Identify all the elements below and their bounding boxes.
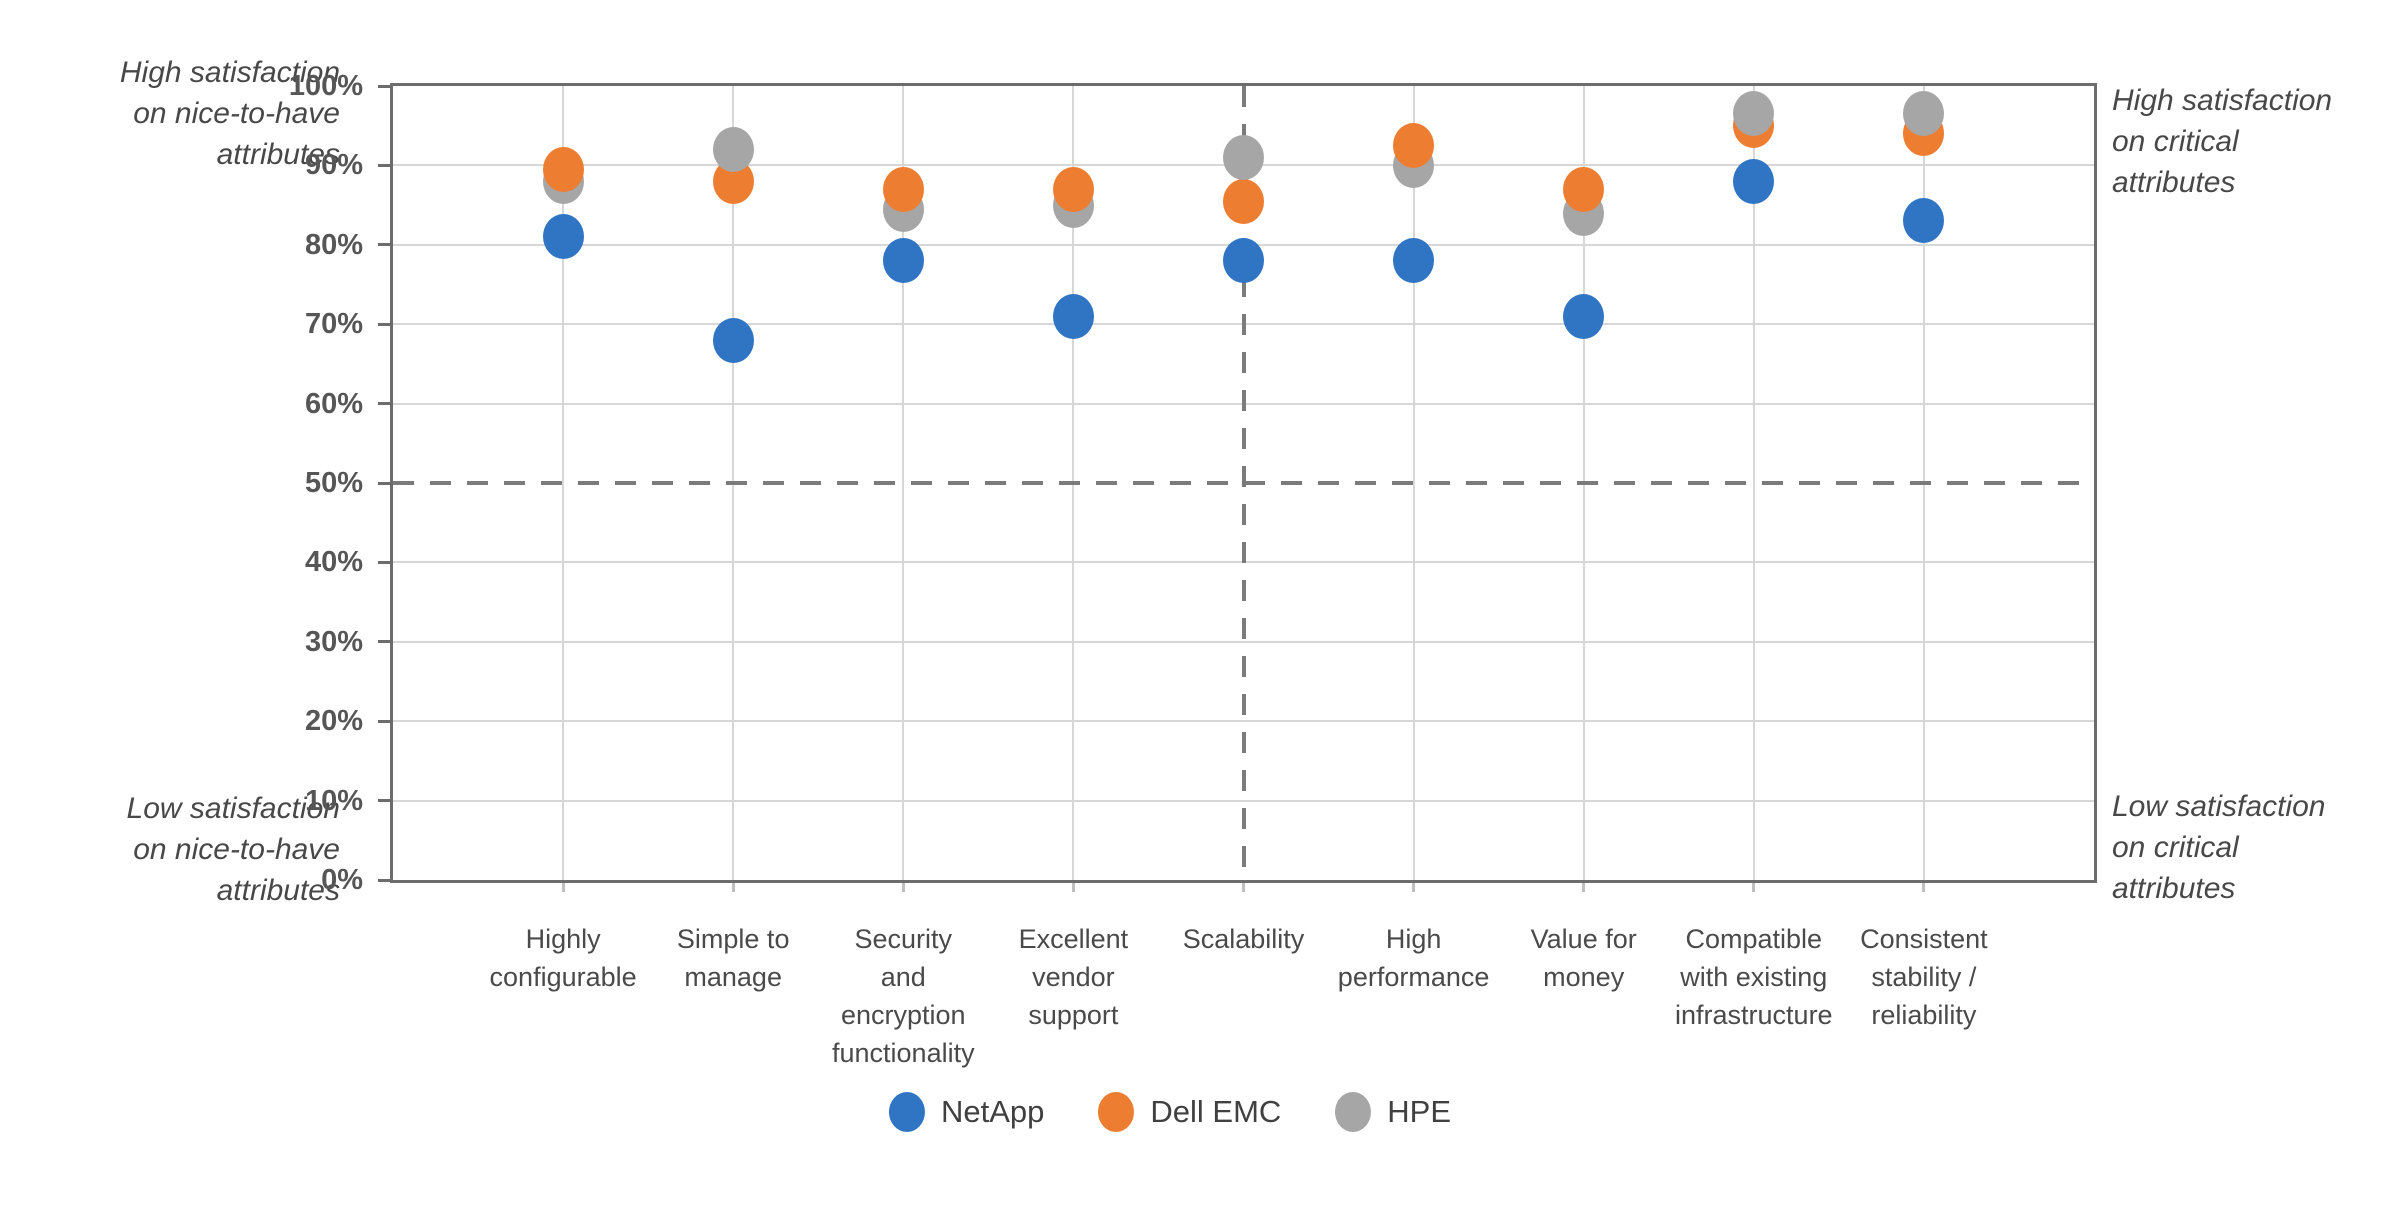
- legend-label: NetApp: [940, 1094, 1045, 1129]
- x-axis-tick: [901, 883, 905, 892]
- annotation-bottom-right: Low satisfaction on critical attributes: [2112, 790, 2326, 905]
- y-axis-tick: [378, 719, 393, 723]
- y-axis-tick-label: 50%: [304, 467, 363, 499]
- y-axis-tick: [378, 640, 393, 644]
- category-label: Excellent vendor support: [1018, 924, 1129, 1030]
- x-axis-tick: [1242, 883, 1245, 892]
- data-point-dell-emc: [1223, 178, 1264, 224]
- category-label: Value for money: [1530, 924, 1637, 992]
- data-point-netapp: [542, 214, 584, 260]
- y-axis-tick-label: 60%: [304, 387, 363, 420]
- x-axis-tick: [1412, 883, 1416, 892]
- category-label: Simple to manage: [676, 924, 790, 992]
- data-point-netapp: [712, 317, 754, 363]
- data-point-netapp: [1393, 238, 1435, 284]
- data-point-hpe: [1903, 91, 1945, 137]
- data-point-dell-emc: [882, 166, 924, 212]
- category-label: Compatible with existing infrastructure: [1675, 924, 1833, 1030]
- data-point-netapp: [1563, 293, 1605, 339]
- y-axis-tick: [378, 799, 393, 803]
- y-axis-tick: [378, 163, 393, 167]
- y-axis-tick-label: 30%: [304, 625, 363, 658]
- x-axis-tick: [1071, 883, 1075, 892]
- data-point-hpe: [1223, 134, 1264, 180]
- y-axis-tick: [378, 84, 393, 88]
- legend-marker-icon: [1098, 1092, 1135, 1132]
- y-axis-tick-label: 90%: [304, 149, 363, 182]
- legend-label: Dell EMC: [1150, 1094, 1282, 1129]
- legend-item-hpe: HPE: [1335, 1092, 1451, 1132]
- annotation-top-right: High satisfaction on critical attributes: [2112, 84, 2333, 199]
- legend-item-netapp: NetApp: [888, 1092, 1045, 1132]
- y-axis-tick: [378, 481, 393, 485]
- legend-label: HPE: [1387, 1094, 1452, 1129]
- y-axis-tick-label: 100%: [288, 70, 363, 102]
- category-label: Highly configurable: [489, 924, 637, 992]
- category-label: High performance: [1337, 924, 1490, 992]
- data-point-dell-emc: [1393, 123, 1435, 169]
- data-point-dell-emc: [542, 146, 584, 192]
- annotation-bottom-left: Low satisfaction on nice-to-have attribu…: [126, 792, 340, 907]
- annotation-top-left: High satisfaction on nice-to-have attrib…: [119, 56, 340, 171]
- data-point-hpe: [1733, 91, 1775, 137]
- category-label: Scalability: [1182, 924, 1305, 954]
- y-axis-tick: [378, 322, 393, 326]
- x-axis-tick: [731, 883, 735, 892]
- data-point-netapp: [1052, 293, 1094, 339]
- data-point-hpe: [712, 127, 754, 173]
- plot-inner: 0% 10% 20% 30% 40% 50% 60% 70% 80% 90% 100% Highly …: [289, 70, 2094, 1068]
- data-point-netapp: [1733, 158, 1775, 204]
- y-axis-tick: [378, 878, 393, 882]
- y-axis-tick: [378, 243, 393, 247]
- legend-marker-icon: [1335, 1092, 1372, 1132]
- y-axis-tick-label: 40%: [304, 546, 363, 579]
- y-axis-tick-label: 80%: [304, 228, 363, 261]
- x-axis-tick: [1922, 883, 1926, 892]
- data-point-netapp: [1903, 198, 1945, 244]
- legend-marker-icon: [888, 1092, 925, 1132]
- data-point-netapp: [882, 238, 924, 284]
- y-axis-tick: [378, 560, 393, 564]
- scalability-reference-line: [1241, 86, 1246, 880]
- y-axis-tick-label: 0%: [321, 864, 363, 896]
- plot-area: 0% 10% 20% 30% 40% 50% 60% 70% 80% 90% 100% Highly …: [289, 70, 2097, 1068]
- y-axis-tick-label: 70%: [304, 308, 363, 341]
- y-axis-tick: [378, 402, 393, 406]
- category-label: Consistent stability / reliability: [1860, 924, 1988, 1030]
- chart-legend: NetApp Dell EMC HPE: [888, 1092, 1451, 1132]
- x-axis-tick: [1582, 883, 1586, 892]
- x-axis-tick: [561, 883, 565, 892]
- data-point-dell-emc: [1052, 166, 1094, 212]
- legend-item-dell-emc: Dell EMC: [1098, 1092, 1281, 1132]
- data-point-netapp: [1223, 238, 1264, 284]
- y-axis-tick-label: 10%: [304, 784, 363, 817]
- data-point-dell-emc: [1563, 166, 1605, 212]
- category-label: Security and encryption functionality: [832, 924, 975, 1068]
- y-axis-tick-label: 20%: [304, 705, 363, 738]
- x-axis-tick: [1752, 883, 1756, 892]
